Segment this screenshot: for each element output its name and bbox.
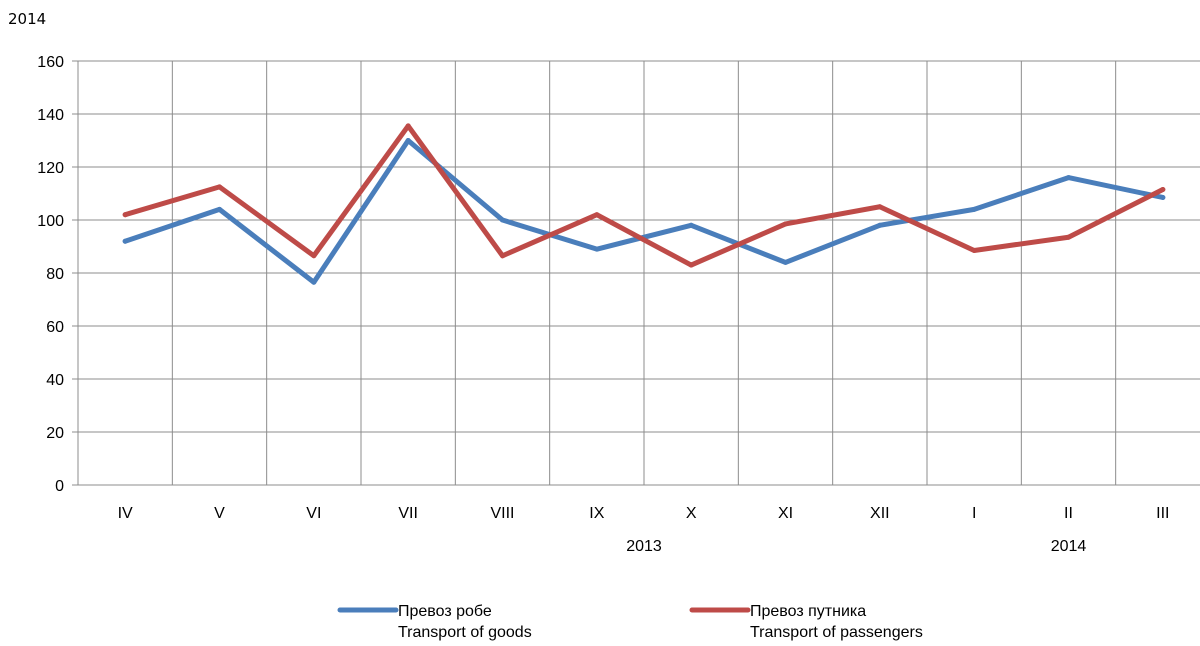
y-tick-label: 120 (37, 160, 64, 177)
x-tick-label: VII (398, 505, 418, 522)
y-tick-label: 40 (46, 372, 64, 389)
x-tick-label: IV (118, 505, 133, 522)
corner-year-label: 2014 (8, 10, 46, 28)
data-point (594, 246, 600, 252)
y-tick-label: 20 (46, 425, 64, 442)
y-axis: 0 20 40 60 80 100 120 140 160 (37, 54, 78, 495)
data-point (688, 262, 694, 268)
series-line-2 (122, 123, 1166, 268)
data-point (122, 212, 128, 218)
series-lines (122, 123, 1166, 285)
x-tick-label: II (1064, 505, 1073, 522)
data-point (877, 204, 883, 210)
x-tick-label: IX (589, 505, 604, 522)
x-tick-label: V (214, 505, 225, 522)
data-point (594, 212, 600, 218)
x-axis: IV V VI VII VIII IX X XI XII I II III (118, 505, 1170, 522)
data-point (311, 279, 317, 285)
data-point (877, 222, 883, 228)
data-point (1160, 187, 1166, 193)
data-point (217, 206, 222, 212)
x-tick-label: I (972, 505, 976, 522)
y-tick-label: 160 (37, 54, 64, 71)
legend-label: Превоз робе (398, 603, 492, 620)
data-point (405, 123, 411, 129)
y-tick-label: 100 (37, 213, 64, 230)
x-tick-label: VIII (490, 505, 514, 522)
legend: Превоз робе Transport of goods Превоз путн… (337, 603, 923, 641)
x-tick-label: XI (778, 505, 793, 522)
x-tick-label: X (686, 505, 697, 522)
data-point (1160, 194, 1166, 200)
year-label: 2014 (1051, 538, 1087, 555)
y-tick-label: 60 (46, 319, 64, 336)
data-point (1066, 175, 1071, 181)
year-label: 2013 (626, 538, 662, 555)
data-point (122, 238, 128, 244)
data-point (500, 217, 505, 223)
x-tick-label: III (1156, 505, 1169, 522)
data-point (405, 138, 411, 143)
y-tick-label: 140 (37, 107, 64, 124)
data-point (688, 222, 694, 228)
grid (77, 60, 1200, 486)
legend-label: Превоз путника (750, 603, 866, 620)
data-point (1066, 234, 1071, 240)
year-labels: 2013 2014 (626, 538, 1086, 555)
data-point (217, 184, 222, 190)
y-tick-label: 80 (46, 266, 64, 283)
data-point (311, 253, 317, 259)
x-tick-label: XII (870, 505, 890, 522)
data-point (783, 221, 788, 227)
legend-label-en: Transport of goods (398, 624, 532, 641)
data-point (500, 253, 505, 259)
data-point (971, 247, 977, 253)
y-tick-label: 0 (55, 478, 64, 495)
data-point (783, 259, 788, 265)
data-point (971, 206, 977, 212)
legend-label-en: Transport of passengers (750, 624, 923, 641)
x-tick-label: VI (306, 505, 321, 522)
